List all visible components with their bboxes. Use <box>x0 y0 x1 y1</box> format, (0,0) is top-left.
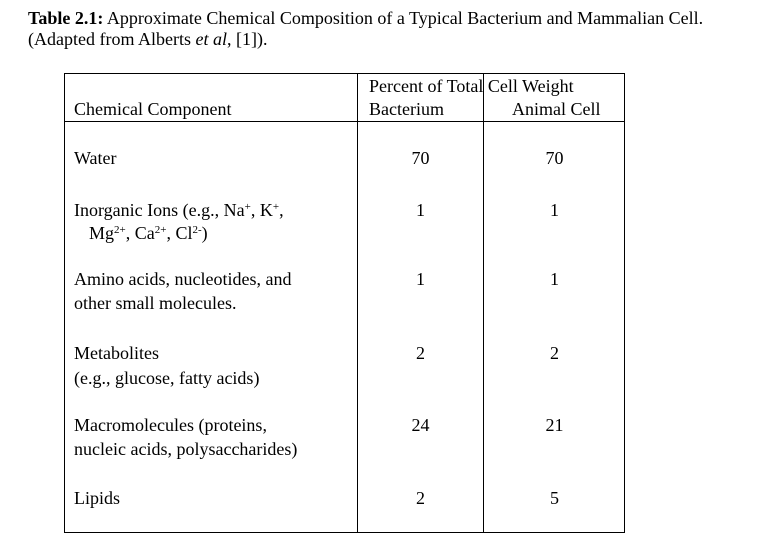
row-lipids-bacterium: 2 <box>416 488 425 508</box>
caption-label: Table 2.1: <box>28 8 104 28</box>
row-label-water: Water <box>74 148 117 168</box>
row-label-inorganic-ions: Inorganic Ions (e.g., Na+, K+, <box>74 200 284 220</box>
row-ions-bacterium: 1 <box>416 200 425 220</box>
header-animal-cell: Animal Cell <box>512 99 601 119</box>
composition-table <box>64 73 625 533</box>
caption-italic: et al <box>195 29 227 49</box>
row-metabolites-bacterium: 2 <box>416 343 425 363</box>
row-label-inorganic-ions-line2: Mg2+, Ca2+, Cl2-) <box>89 223 208 243</box>
row-lipids-animal: 5 <box>550 488 559 508</box>
row-macromolecules-animal: 21 <box>545 415 564 435</box>
row-label-amino-acids-line2: other small molecules. <box>74 293 237 313</box>
header-percent-group: Percent of Total Cell Weight <box>369 76 574 96</box>
header-divider <box>64 121 625 122</box>
row-water-bacterium: 70 <box>411 148 430 168</box>
column-divider-2 <box>483 73 484 533</box>
row-label-amino-acids: Amino acids, nucleotides, and <box>74 269 292 289</box>
row-ions-animal: 1 <box>550 200 559 220</box>
row-metabolites-animal: 2 <box>550 343 559 363</box>
row-amino-bacterium: 1 <box>416 269 425 289</box>
header-bacterium: Bacterium <box>369 99 444 119</box>
row-label-macromolecules-line2: nucleic acids, polysaccharides) <box>74 439 298 459</box>
caption-text: Approximate Chemical Composition of a Ty… <box>28 8 704 49</box>
row-label-metabolites: Metabolites <box>74 343 159 363</box>
row-label-lipids: Lipids <box>74 488 121 508</box>
header-chemical-component: Chemical Component <box>74 99 232 119</box>
row-water-animal: 70 <box>545 148 564 168</box>
table-caption: Table 2.1: Approximate Chemical Composit… <box>28 8 753 50</box>
row-label-macromolecules: Macromolecules (proteins, <box>74 415 267 435</box>
row-label-metabolites-line2: (e.g., glucose, fatty acids) <box>74 368 260 388</box>
row-amino-animal: 1 <box>550 269 559 289</box>
column-divider-1 <box>357 73 358 533</box>
caption-text-end: , [1]). <box>226 29 268 49</box>
row-macromolecules-bacterium: 24 <box>411 415 430 435</box>
